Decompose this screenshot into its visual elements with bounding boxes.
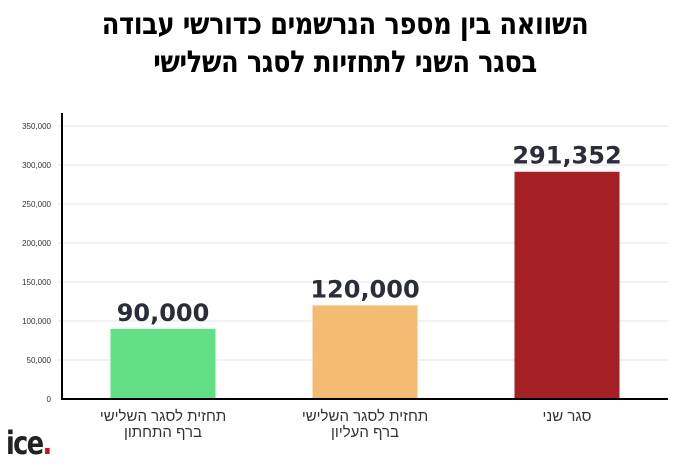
x-tick-label: ברף העליון — [331, 424, 399, 441]
bar — [312, 305, 418, 399]
bar — [110, 328, 216, 399]
y-tick-label: 200,000 — [22, 239, 51, 248]
title-line-1: השוואה בין מספר הנרשמים כדורשי עבודה — [101, 7, 589, 42]
y-tick-label: 300,000 — [22, 161, 51, 170]
data-label: 120,000 — [310, 275, 419, 303]
y-tick-label: 100,000 — [22, 317, 51, 326]
x-tick-label: תחזית לסגר השלישי — [100, 408, 226, 425]
x-tick-label: סגר שני — [542, 408, 591, 425]
y-tick-label: 0 — [47, 395, 52, 404]
ice-logo: ice. — [6, 424, 52, 462]
x-tick-label: תחזית לסגר השלישי — [302, 408, 428, 425]
data-label: 90,000 — [117, 299, 210, 327]
bar — [514, 171, 620, 399]
title-line-2: בסגר השני לתחזיות לסגר השלישי — [153, 45, 537, 80]
y-tick-label: 50,000 — [27, 356, 52, 365]
data-label: 291,352 — [512, 142, 621, 170]
y-tick-label: 150,000 — [22, 278, 51, 287]
y-tick-label: 350,000 — [22, 122, 51, 131]
x-tick-label: ברף התחתון — [124, 424, 202, 441]
chart-title: השוואה בין מספר הנרשמים כדורשי עבודה בסג… — [48, 6, 641, 82]
y-tick-label: 250,000 — [22, 200, 51, 209]
